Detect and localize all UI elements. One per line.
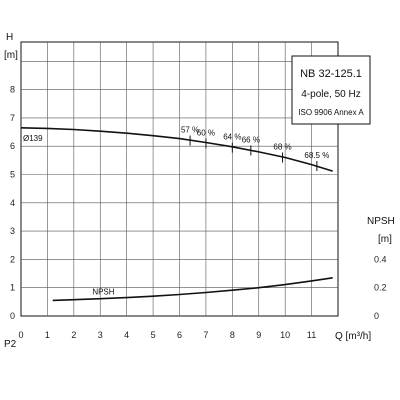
x-tick-label: 3 bbox=[98, 330, 103, 340]
right-axis-ticks: 0 0.2 0.4 bbox=[374, 254, 387, 321]
info-box: NB 32-125.1 4-pole, 50 Hz ISO 9906 Annex… bbox=[291, 55, 371, 125]
series-line-npsh bbox=[52, 277, 333, 302]
efficiency-label: 64 % bbox=[223, 133, 241, 142]
info-box-frame bbox=[291, 55, 371, 125]
efficiency-label: 68 % bbox=[273, 143, 291, 152]
series-layer: Ø139 NPSH bbox=[20, 127, 333, 302]
efficiency-label: 66 % bbox=[242, 135, 260, 144]
p2-label: P2 bbox=[4, 339, 17, 350]
series-line-head bbox=[20, 127, 333, 172]
plot-area: 0 1 2 3 4 5 6 7 8 0 0.2 0.4 0 1 2 3 4 5 6 7 8 9 10 11 Ø139 NPS… bbox=[10, 41, 387, 340]
efficiency-label: 68.5 % bbox=[304, 151, 329, 160]
x-tick-label: 5 bbox=[151, 330, 156, 340]
info-box-model: NB 32-125.1 bbox=[300, 68, 362, 80]
left-tick-label: 2 bbox=[10, 254, 15, 264]
right-tick-label: 0 bbox=[374, 311, 379, 321]
right-axis-label: NPSH bbox=[367, 216, 395, 227]
right-tick-label: 0.2 bbox=[374, 283, 387, 293]
left-axis-unit: [m] bbox=[4, 50, 18, 61]
x-tick-label: 1 bbox=[45, 330, 50, 340]
x-tick-label: 6 bbox=[177, 330, 182, 340]
x-tick-label: 8 bbox=[230, 330, 235, 340]
left-axis-label: H bbox=[6, 32, 13, 43]
x-tick-label: 11 bbox=[307, 330, 316, 340]
efficiency-marks: 57 %60 % 64 % 66 % 68 % 68.5 % bbox=[181, 126, 329, 172]
x-tick-label: 10 bbox=[280, 330, 290, 340]
x-tick-label: 4 bbox=[124, 330, 129, 340]
x-axis-ticks: 0 1 2 3 4 5 6 7 8 9 10 11 bbox=[18, 330, 316, 340]
series-label-head: Ø139 bbox=[23, 134, 43, 143]
x-tick-label: 2 bbox=[71, 330, 76, 340]
left-tick-label: 5 bbox=[10, 170, 15, 180]
x-axis-label: Q [m³/h] bbox=[335, 331, 371, 342]
x-tick-label: 0 bbox=[18, 330, 23, 340]
left-axis-ticks: 0 1 2 3 4 5 6 7 8 bbox=[10, 85, 15, 321]
info-box-speed: 4-pole, 50 Hz bbox=[301, 89, 360, 100]
info-box-standard: ISO 9906 Annex A bbox=[298, 108, 364, 117]
grid bbox=[21, 42, 338, 316]
efficiency-label: 57 % bbox=[181, 126, 199, 135]
left-tick-label: 3 bbox=[10, 226, 15, 236]
left-tick-label: 8 bbox=[10, 85, 15, 95]
left-tick-label: 0 bbox=[10, 311, 15, 321]
left-tick-label: 7 bbox=[10, 113, 15, 123]
right-axis-unit: [m] bbox=[378, 234, 392, 245]
left-tick-label: 6 bbox=[10, 141, 15, 151]
x-tick-label: 9 bbox=[256, 330, 261, 340]
right-tick-label: 0.4 bbox=[374, 254, 387, 264]
series-label-npsh: NPSH bbox=[92, 287, 114, 296]
efficiency-label: 60 % bbox=[197, 128, 215, 137]
left-tick-label: 1 bbox=[10, 283, 15, 293]
left-tick-label: 4 bbox=[10, 198, 15, 208]
x-tick-label: 7 bbox=[203, 330, 208, 340]
